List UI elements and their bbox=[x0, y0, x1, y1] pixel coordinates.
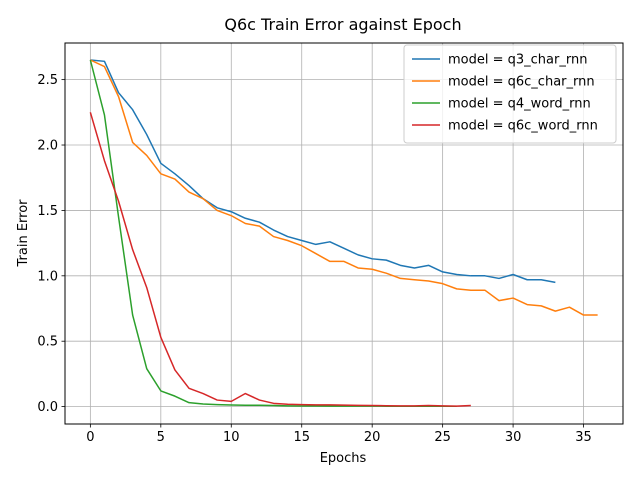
x-tick-label: 35 bbox=[575, 430, 592, 445]
y-axis-label: Train Error bbox=[16, 199, 31, 268]
x-axis-label: Epochs bbox=[320, 451, 367, 466]
y-tick-label: 1.5 bbox=[37, 204, 58, 219]
series-line-1 bbox=[90, 59, 598, 316]
x-tick-label: 10 bbox=[223, 430, 240, 445]
series-line-3 bbox=[89, 112, 471, 407]
chart-title: Q6c Train Error against Epoch bbox=[224, 15, 461, 34]
legend-label: model = q4_word_rnn bbox=[448, 97, 591, 112]
x-tick-label: 30 bbox=[505, 430, 522, 445]
x-tick-label: 25 bbox=[434, 430, 451, 445]
y-tick-label: 0.5 bbox=[37, 335, 58, 350]
plot-area-frame bbox=[64, 42, 624, 425]
x-tick-label: 0 bbox=[86, 430, 94, 445]
legend-label: model = q3_char_rnn bbox=[448, 53, 587, 68]
y-tick-label: 0.0 bbox=[37, 400, 58, 415]
x-tick-label: 20 bbox=[364, 430, 381, 445]
legend-label: model = q6c_char_rnn bbox=[448, 75, 595, 90]
x-tick-label: 5 bbox=[157, 430, 165, 445]
y-axis-ticks: 0.0 0.5 1.0 1.5 2.0 2.5 bbox=[37, 73, 65, 415]
y-tick-label: 1.0 bbox=[37, 269, 58, 284]
series-line-2 bbox=[89, 59, 457, 407]
x-tick-label: 15 bbox=[293, 430, 310, 445]
legend-label: model = q6c_word_rnn bbox=[448, 119, 598, 134]
x-axis-ticks: 0 5 10 15 20 25 30 35 bbox=[86, 424, 592, 445]
series-lines bbox=[89, 59, 598, 407]
y-tick-label: 2.5 bbox=[37, 73, 58, 88]
series-line-0 bbox=[90, 59, 556, 284]
y-tick-label: 2.0 bbox=[37, 139, 58, 154]
legend-box bbox=[403, 44, 617, 144]
